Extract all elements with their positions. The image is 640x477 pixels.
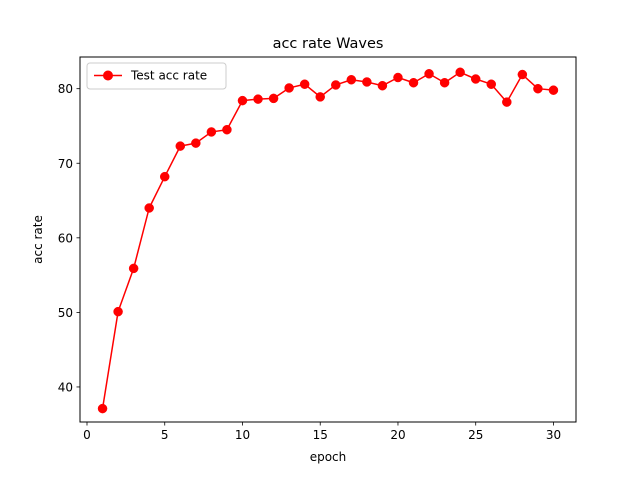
data-point <box>331 80 341 90</box>
x-tick-label: 25 <box>468 428 483 442</box>
data-point <box>548 85 559 95</box>
data-point <box>346 74 357 85</box>
data-point <box>533 83 543 94</box>
y-tick-label: 70 <box>58 157 73 171</box>
y-axis-label: acc rate <box>31 215 45 264</box>
data-point <box>253 94 263 104</box>
legend-label: Test acc rate <box>130 69 207 83</box>
x-tick-label: 15 <box>313 428 328 442</box>
data-point <box>175 141 186 151</box>
data-point <box>362 77 372 87</box>
data-point <box>424 69 434 79</box>
y-tick-label: 80 <box>58 82 73 96</box>
data-point <box>408 77 419 88</box>
data-point <box>502 97 512 107</box>
y-axis-ticks: 40 50 60 70 80 <box>58 82 80 394</box>
data-point <box>470 74 481 84</box>
data-point <box>237 95 248 106</box>
legend-box <box>86 62 227 90</box>
data-point <box>517 69 528 80</box>
x-axis-label: epoch <box>310 450 347 464</box>
legend-marker-swatch <box>103 70 113 81</box>
data-point <box>206 127 217 137</box>
data-point <box>315 92 325 102</box>
y-tick-label: 50 <box>58 306 73 320</box>
data-point <box>455 67 465 78</box>
chart-title: acc rate Waves <box>273 36 384 52</box>
data-point <box>268 93 279 104</box>
series-layer <box>97 67 559 414</box>
y-tick-label: 40 <box>58 380 73 394</box>
data-point <box>393 72 403 83</box>
plot-area-frame <box>79 56 577 423</box>
data-point <box>97 403 108 414</box>
x-tick-label: 20 <box>390 428 405 442</box>
x-tick-label: 5 <box>161 428 169 442</box>
x-tick-label: 10 <box>235 428 250 442</box>
data-point <box>144 203 154 213</box>
data-point <box>113 306 123 317</box>
y-tick-label: 60 <box>58 231 73 245</box>
data-point <box>377 80 388 91</box>
data-point <box>486 79 497 89</box>
data-point <box>191 138 201 148</box>
x-tick-label: 30 <box>546 428 561 442</box>
legend: Test acc rate <box>86 62 227 90</box>
data-point <box>128 263 139 274</box>
x-axis-ticks: 0 5 10 15 20 25 30 <box>83 422 561 442</box>
data-point <box>439 77 450 88</box>
data-point <box>299 79 310 89</box>
data-point <box>284 83 294 93</box>
x-tick-label: 0 <box>83 428 91 442</box>
data-point <box>222 124 232 135</box>
data-point <box>159 171 170 182</box>
